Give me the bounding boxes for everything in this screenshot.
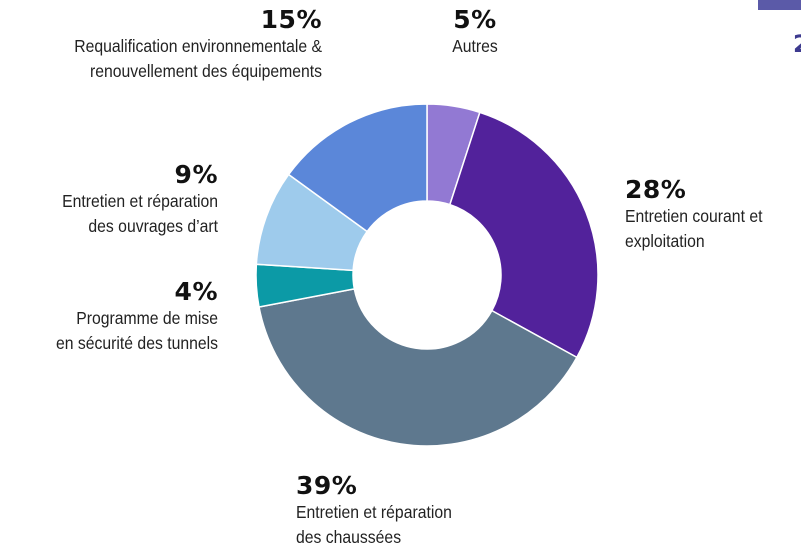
slice-value-entretien-courant: 28% — [625, 175, 687, 204]
slice-name-requalification-line2: renouvellement des équipements — [89, 61, 322, 81]
corner-fragment-text: 2 — [793, 30, 801, 58]
slice-name-entretien-courant-line2: exploitation — [625, 231, 705, 251]
slice-name-chaussees-line2: des chaussées — [296, 527, 402, 547]
slice-value-ouvrages: 9% — [174, 160, 218, 189]
slice-name-ouvrages-line2: des ouvrages d’art — [88, 216, 218, 236]
slice-value-requalification: 15% — [260, 5, 322, 34]
slice-value-autres: 5% — [453, 5, 497, 34]
slice-name-requalification-line1: Requalification environnementale & — [74, 36, 322, 56]
slice-label-ouvrages: 9% Entretien et réparation des ouvrages … — [0, 161, 218, 239]
donut-slice-entretien-courant — [448, 111, 599, 359]
slice-label-requalification: 15% Requalification environnementale & r… — [0, 6, 322, 84]
slice-name-ouvrages-line1: Entretien et réparation — [62, 191, 219, 211]
slice-label-chaussees: 39% Entretien et réparation des chaussée… — [296, 472, 536, 550]
slice-name-chaussees-line1: Entretien et réparation — [296, 502, 452, 522]
slice-label-entretien-courant: 28% Entretien courant et exploitation — [625, 176, 801, 254]
slice-name-tunnels-line1: Programme de mise — [76, 308, 218, 328]
slice-label-autres: 5% Autres — [430, 6, 520, 59]
slice-name-autres-line1: Autres — [452, 36, 498, 56]
corner-tab — [758, 0, 801, 10]
slice-value-tunnels: 4% — [174, 277, 218, 306]
slice-name-tunnels-line2: en sécurité des tunnels — [56, 333, 218, 353]
slice-label-tunnels: 4% Programme de mise en sécurité des tun… — [0, 278, 218, 356]
slice-name-entretien-courant-line1: Entretien courant et — [625, 206, 763, 226]
donut-slice-requalification — [287, 103, 428, 233]
donut-slice-chaussees — [258, 287, 578, 447]
slice-value-chaussees: 39% — [296, 471, 358, 500]
